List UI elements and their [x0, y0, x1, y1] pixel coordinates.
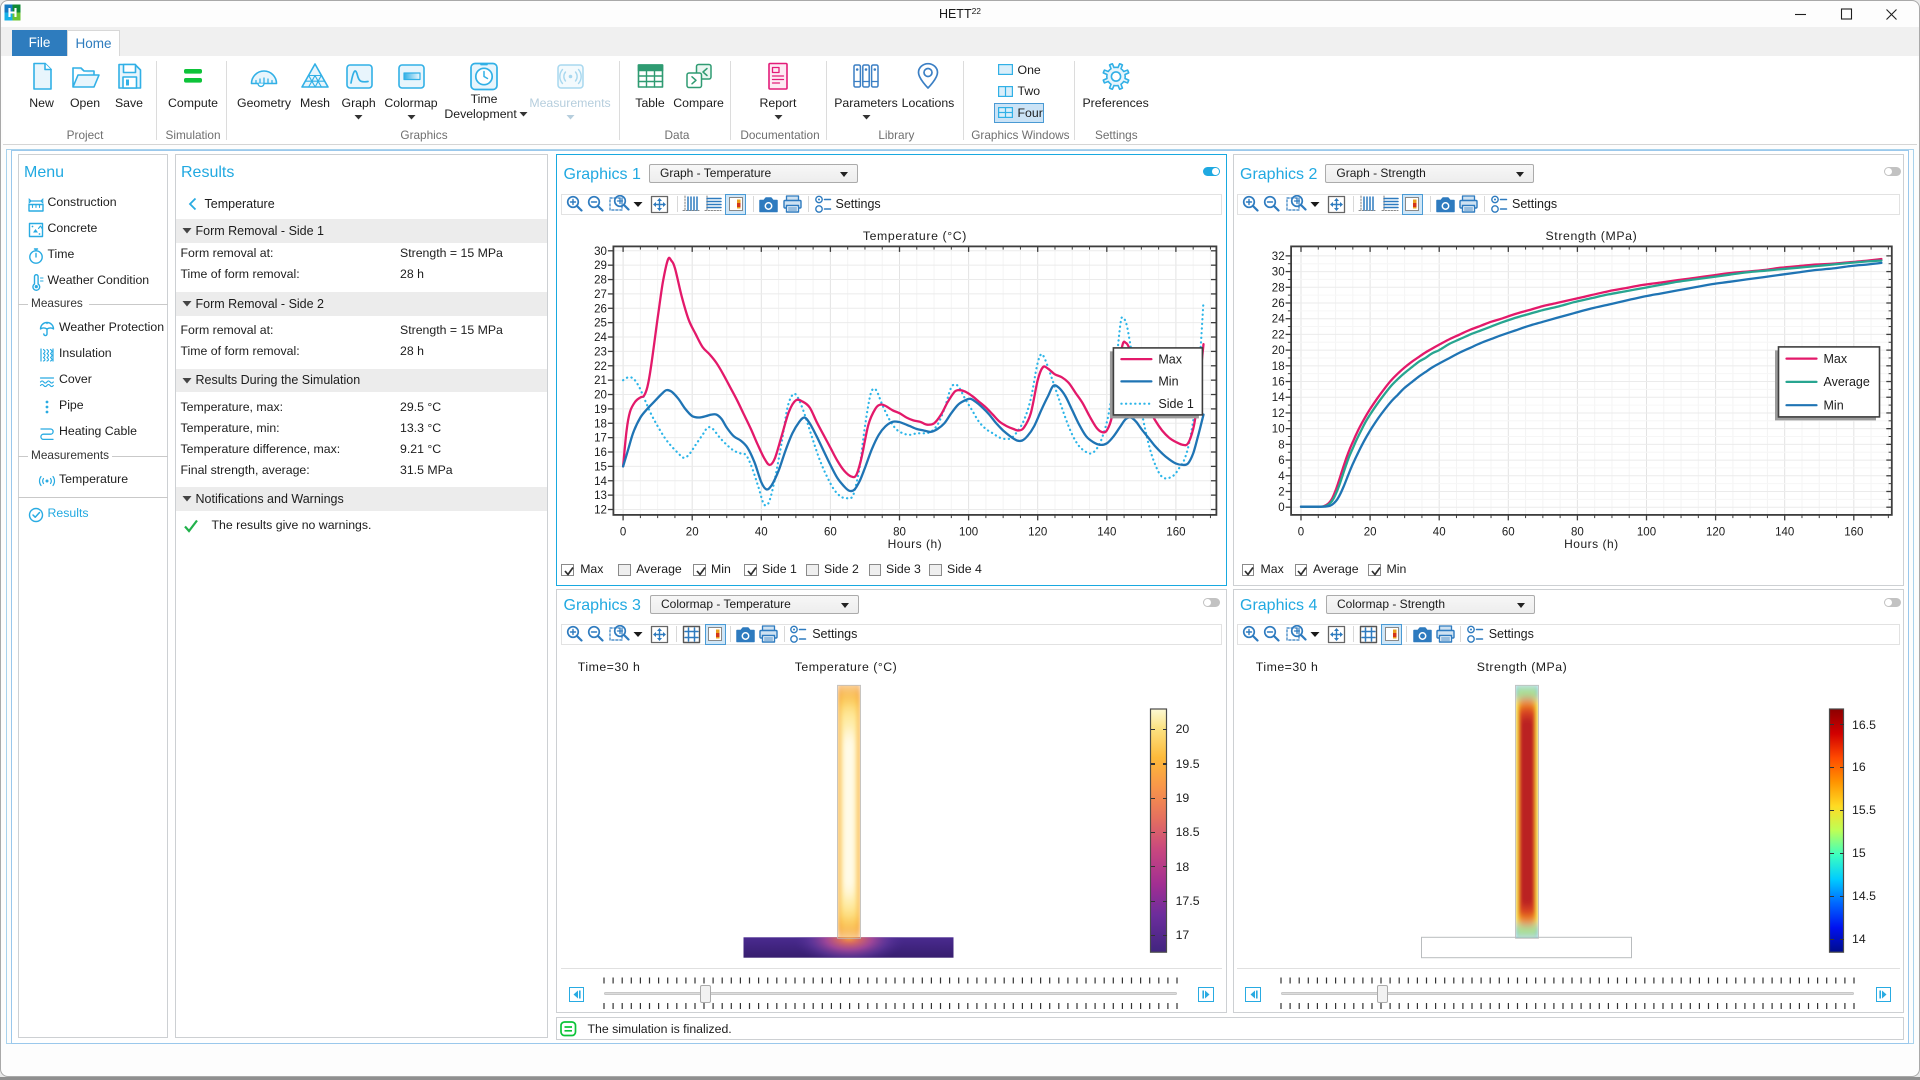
- svg-text:14: 14: [1271, 392, 1284, 404]
- svg-text:2: 2: [1278, 487, 1284, 499]
- svg-text:28: 28: [1271, 282, 1284, 294]
- svg-text:6: 6: [1278, 455, 1284, 467]
- svg-text:21: 21: [594, 375, 607, 387]
- svg-text:29: 29: [594, 260, 607, 272]
- svg-text:18: 18: [594, 418, 607, 430]
- svg-text:16: 16: [1271, 377, 1284, 389]
- svg-text:Min: Min: [1158, 375, 1178, 389]
- svg-text:23: 23: [594, 346, 607, 358]
- svg-text:0: 0: [619, 526, 625, 538]
- svg-text:15: 15: [594, 461, 607, 473]
- svg-text:12: 12: [1271, 408, 1284, 420]
- svg-text:32: 32: [1271, 251, 1284, 263]
- svg-text:100: 100: [959, 526, 978, 538]
- svg-text:12: 12: [594, 505, 607, 517]
- svg-text:26: 26: [594, 303, 607, 315]
- svg-text:17: 17: [594, 433, 607, 445]
- svg-text:60: 60: [824, 526, 837, 538]
- svg-text:13: 13: [594, 490, 607, 502]
- svg-text:28: 28: [594, 275, 607, 287]
- svg-text:120: 120: [1706, 526, 1725, 538]
- svg-text:140: 140: [1097, 526, 1116, 538]
- svg-text:30: 30: [1271, 267, 1284, 279]
- svg-text:80: 80: [893, 526, 906, 538]
- svg-text:Max: Max: [1158, 352, 1182, 366]
- svg-text:4: 4: [1278, 471, 1285, 483]
- svg-text:Hours (h): Hours (h): [887, 537, 942, 551]
- svg-text:8: 8: [1278, 439, 1284, 451]
- svg-text:30: 30: [594, 246, 607, 258]
- svg-text:80: 80: [1571, 526, 1584, 538]
- svg-text:40: 40: [1432, 526, 1445, 538]
- svg-text:160: 160: [1166, 526, 1185, 538]
- svg-text:160: 160: [1844, 526, 1863, 538]
- svg-text:27: 27: [594, 289, 607, 301]
- svg-text:10: 10: [1271, 424, 1284, 436]
- svg-text:18: 18: [1271, 361, 1284, 373]
- svg-text:22: 22: [1271, 329, 1284, 341]
- svg-text:24: 24: [594, 332, 607, 344]
- svg-text:Min: Min: [1823, 398, 1843, 412]
- svg-text:25: 25: [594, 318, 607, 330]
- svg-text:Side 1: Side 1: [1158, 397, 1193, 411]
- svg-text:20: 20: [685, 526, 698, 538]
- svg-text:120: 120: [1028, 526, 1047, 538]
- svg-text:22: 22: [594, 361, 607, 373]
- svg-text:Strength (MPa): Strength (MPa): [1545, 229, 1637, 243]
- svg-text:60: 60: [1501, 526, 1514, 538]
- svg-text:20: 20: [594, 390, 607, 402]
- svg-text:40: 40: [754, 526, 767, 538]
- svg-text:14: 14: [594, 476, 607, 488]
- svg-text:20: 20: [1363, 526, 1376, 538]
- svg-text:19: 19: [594, 404, 607, 416]
- svg-text:Average: Average: [1823, 375, 1869, 389]
- svg-text:Hours (h): Hours (h): [1564, 537, 1619, 551]
- svg-text:26: 26: [1271, 298, 1284, 310]
- svg-text:16: 16: [594, 447, 607, 459]
- svg-text:24: 24: [1271, 314, 1284, 326]
- svg-text:100: 100: [1636, 526, 1655, 538]
- svg-text:Temperature (°C): Temperature (°C): [862, 229, 966, 243]
- svg-text:0: 0: [1297, 526, 1303, 538]
- svg-text:140: 140: [1775, 526, 1794, 538]
- svg-text:20: 20: [1271, 345, 1284, 357]
- svg-text:0: 0: [1278, 502, 1284, 514]
- svg-text:Max: Max: [1823, 352, 1847, 366]
